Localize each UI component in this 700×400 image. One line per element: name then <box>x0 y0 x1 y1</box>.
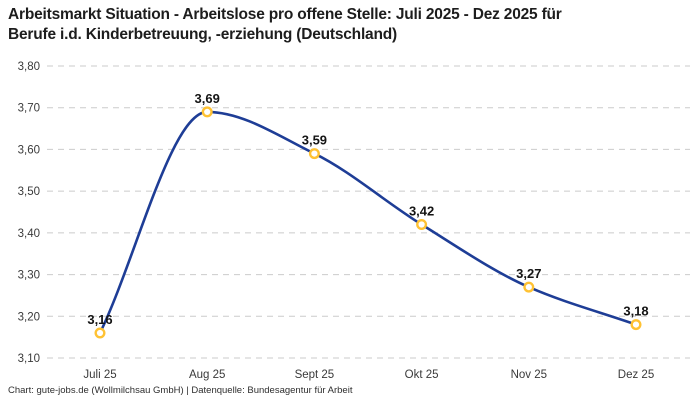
data-point-marker <box>94 327 106 339</box>
data-point-label: 3,18 <box>623 304 648 319</box>
x-axis-tick-label: Aug 25 <box>189 369 225 381</box>
data-point-marker <box>308 148 320 160</box>
x-axis-tick-label: Sept 25 <box>295 369 335 381</box>
data-point-marker <box>201 106 213 118</box>
chart-title-line2: Berufe i.d. Kinderbetreuung, -erziehung … <box>8 26 397 43</box>
data-point-marker <box>630 319 642 331</box>
x-axis-tick-label: Okt 25 <box>405 369 439 381</box>
y-axis-tick-label: 3,60 <box>18 144 40 156</box>
data-point-label: 3,27 <box>516 266 541 281</box>
axis-label-layer: 3,10 3,20 3,30 3,40 3,50 3,60 3,70 3,80 Juli 25 A… <box>18 61 655 381</box>
data-point-label: 3,42 <box>409 204 434 219</box>
chart-footer: Chart: gute-jobs.de (Wollmilchsau GmbH) … <box>8 385 353 396</box>
chart-title-line1: Arbeitsmarkt Situation - Arbeitslose pro… <box>8 6 562 23</box>
y-axis-tick-label: 3,70 <box>18 103 40 115</box>
y-axis-tick-label: 3,40 <box>18 228 40 240</box>
data-point-label: 3,59 <box>302 133 327 148</box>
data-label-layer: 3,16 3,69 3,59 3,42 3,27 3,18 <box>87 91 648 327</box>
data-point-marker <box>523 281 535 293</box>
data-point-marker <box>416 218 428 230</box>
y-axis-tick-label: 3,80 <box>18 61 40 73</box>
chart-title: Arbeitsmarkt Situation - Arbeitslose pro… <box>8 5 680 45</box>
y-axis-tick-label: 3,50 <box>18 186 40 198</box>
y-axis-tick-label: 3,10 <box>18 353 40 365</box>
data-point-label: 3,69 <box>195 91 220 106</box>
series-line <box>98 110 638 335</box>
x-axis-tick-label: Nov 25 <box>511 369 547 381</box>
x-axis-tick-label: Dez 25 <box>618 369 654 381</box>
series-layer <box>94 106 642 339</box>
y-axis-tick-label: 3,20 <box>18 311 40 323</box>
data-point-label: 3,16 <box>87 312 112 327</box>
x-axis-tick-label: Juli 25 <box>83 369 116 381</box>
gridline-layer <box>47 65 690 359</box>
y-axis-tick-label: 3,30 <box>18 270 40 282</box>
